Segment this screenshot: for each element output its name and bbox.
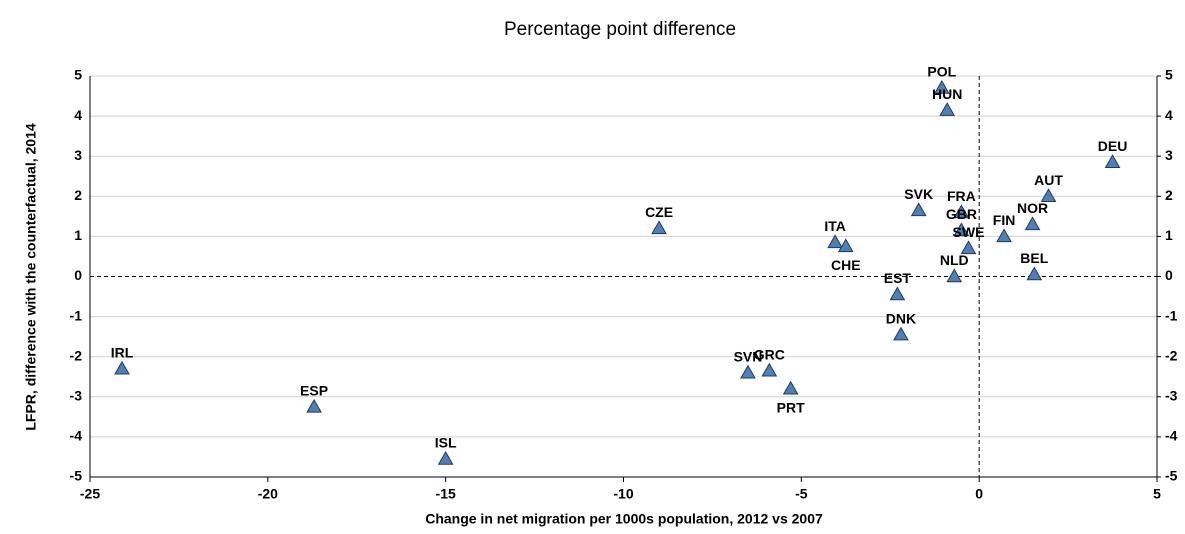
point-label: NOR (1017, 200, 1048, 216)
point-label: FIN (993, 212, 1016, 228)
point (827, 234, 843, 249)
point (889, 286, 906, 301)
y-tick-label: -5 (70, 468, 83, 484)
y2-tick-label: -3 (1165, 388, 1178, 404)
point-label: AUT (1034, 172, 1063, 188)
y2-tick-label: 2 (1165, 187, 1173, 203)
point-label: FRA (947, 188, 976, 204)
point-label: GBR (946, 206, 977, 222)
point (761, 362, 778, 377)
point (782, 380, 799, 395)
point-label: PRT (777, 399, 805, 415)
y2-tick-label: -1 (1165, 307, 1178, 323)
y2-tick-label: 3 (1165, 147, 1173, 163)
point (953, 222, 970, 237)
y2-tick-label: 4 (1165, 107, 1173, 123)
chart-subtitle: Percentage point difference (504, 19, 736, 40)
point (114, 360, 130, 375)
y-tick-label: -1 (70, 307, 83, 323)
point-label: BEL (1020, 250, 1048, 266)
point (740, 364, 756, 379)
y-tick-label: 0 (74, 267, 82, 283)
point (893, 326, 909, 341)
point-label: SVK (904, 186, 933, 202)
point-label: CHE (831, 257, 861, 273)
y-tick-label: -4 (70, 428, 83, 444)
point-label: ISL (435, 435, 457, 451)
x-tick-label: 5 (1153, 486, 1161, 502)
point (837, 238, 854, 253)
point (910, 202, 927, 217)
x-tick-label: -20 (258, 486, 278, 502)
point (1040, 188, 1057, 203)
x-tick-label: 0 (975, 486, 983, 502)
y2-tick-label: -2 (1165, 347, 1178, 363)
y-tick-label: 4 (74, 107, 82, 123)
x-axis-label: Change in net migration per 1000s popula… (425, 511, 823, 527)
point-label: EST (884, 270, 912, 286)
x-tick-label: -5 (795, 486, 808, 502)
point (939, 102, 956, 116)
x-tick-label: -10 (613, 486, 633, 502)
point-label: ITA (824, 218, 846, 234)
y-tick-label: 1 (74, 227, 82, 243)
point (960, 240, 977, 255)
point-label: IRL (111, 344, 134, 360)
y2-tick-label: -4 (1165, 428, 1178, 444)
y2-tick-label: -5 (1165, 468, 1178, 484)
y2-tick-label: 0 (1165, 267, 1173, 283)
point (1024, 216, 1041, 231)
point (651, 220, 667, 235)
point-label: CZE (645, 204, 673, 220)
point-label: DEU (1098, 138, 1128, 154)
point (953, 204, 970, 219)
y2-tick-label: 1 (1165, 227, 1173, 243)
y-tick-label: 5 (74, 67, 82, 83)
point (1104, 154, 1121, 168)
point-label: POL (927, 64, 956, 80)
point-label: GRC (754, 346, 785, 362)
y-tick-label: 2 (74, 187, 82, 203)
point (933, 80, 950, 94)
point-label: SWE (953, 224, 985, 240)
point (996, 228, 1012, 243)
x-tick-label: -25 (80, 486, 100, 502)
point (1026, 266, 1043, 281)
point (437, 450, 454, 465)
x-tick-label: -15 (436, 486, 456, 502)
y-tick-label: -2 (70, 347, 83, 363)
y2-tick-label: 5 (1165, 67, 1173, 83)
y-axis-label: LFPR, difference with the counterfactual… (23, 123, 39, 431)
point (946, 268, 963, 283)
y-tick-label: -3 (70, 388, 83, 404)
y-tick-label: 3 (74, 147, 82, 163)
point-label: DNK (886, 310, 916, 326)
point-label: ESP (300, 383, 328, 399)
point-label: HUN (932, 86, 962, 102)
point (306, 398, 322, 413)
point-label: SVN (734, 348, 763, 364)
point-label: NLD (940, 252, 969, 268)
